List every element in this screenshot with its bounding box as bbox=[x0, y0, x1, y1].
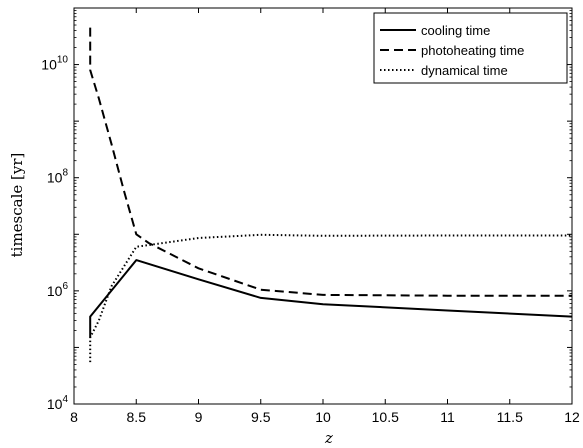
series-line-cooling-time bbox=[89, 259, 573, 338]
x-tick-label: 11 bbox=[440, 409, 455, 425]
x-tick-label: 8.5 bbox=[127, 409, 147, 425]
y-tick-label-exponent: 6 bbox=[62, 281, 68, 292]
plot-area bbox=[89, 27, 573, 363]
y-tick-label: 104 bbox=[47, 394, 69, 412]
legend-label: cooling time bbox=[421, 23, 490, 38]
y-tick-label: 106 bbox=[47, 281, 69, 299]
y-tick-label-base: 10 bbox=[47, 396, 63, 412]
series-line-dynamical-time bbox=[89, 233, 572, 363]
y-tick-label: 1010 bbox=[41, 55, 68, 73]
y-tick-label-exponent: 8 bbox=[62, 168, 68, 179]
y-tick-label-base: 10 bbox=[41, 57, 57, 73]
x-tick-label: 10.5 bbox=[372, 409, 399, 425]
legend: cooling time photoheating time dynamical t… bbox=[373, 12, 568, 84]
x-tick-label: 9.5 bbox=[251, 409, 271, 425]
legend-box bbox=[373, 12, 568, 84]
x-tick-label: 8 bbox=[70, 409, 78, 425]
x-axis-title: z bbox=[324, 429, 333, 447]
y-tick-label-exponent: 10 bbox=[57, 55, 69, 66]
y-tick-label-base: 10 bbox=[47, 283, 63, 299]
x-tick-label: 12 bbox=[564, 409, 580, 425]
y-tick-label-exponent: 4 bbox=[62, 394, 68, 405]
x-tick-label: 10 bbox=[315, 409, 331, 425]
legend-label: dynamical time bbox=[421, 63, 508, 78]
legend-label: photoheating time bbox=[421, 43, 524, 58]
x-tick-label: 11.5 bbox=[497, 409, 523, 425]
y-axis-title: timescale [yr] bbox=[8, 153, 26, 258]
x-axis: 8 8.5 9 9.5 10 10.5 11 11.5 12 bbox=[70, 8, 580, 425]
x-tick-label: 9 bbox=[195, 409, 203, 425]
y-tick-label: 108 bbox=[47, 168, 69, 186]
y-tick-label-base: 10 bbox=[47, 170, 63, 186]
